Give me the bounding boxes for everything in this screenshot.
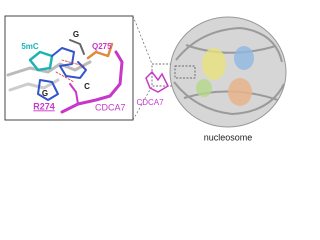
label-5mc: 5mC <box>21 42 39 51</box>
inset-structure <box>6 39 124 114</box>
label-protein: CDCA7 <box>95 102 126 112</box>
page: {"inset": {"labels": ["5mC", "G", "Q275"… <box>4 15 287 143</box>
label-cdca7: CDCA7 <box>136 98 164 107</box>
label-g: G <box>42 89 48 98</box>
label-nucleosome: nucleosome <box>204 132 253 142</box>
inset-panel: 5mC G Q275 G C R274 CDCA7 <box>4 15 134 121</box>
label-q275: Q275 <box>92 42 112 51</box>
label-residue: R274 <box>33 101 55 111</box>
nucleosome-structure <box>169 16 287 128</box>
connector <box>132 15 153 121</box>
figure: 5mC G Q275 G C R274 CDCA7 CDCA7 nucleoso… <box>4 15 287 142</box>
cdca7-structure <box>145 70 169 93</box>
label-g: G <box>73 30 79 39</box>
label-c: C <box>84 82 90 91</box>
